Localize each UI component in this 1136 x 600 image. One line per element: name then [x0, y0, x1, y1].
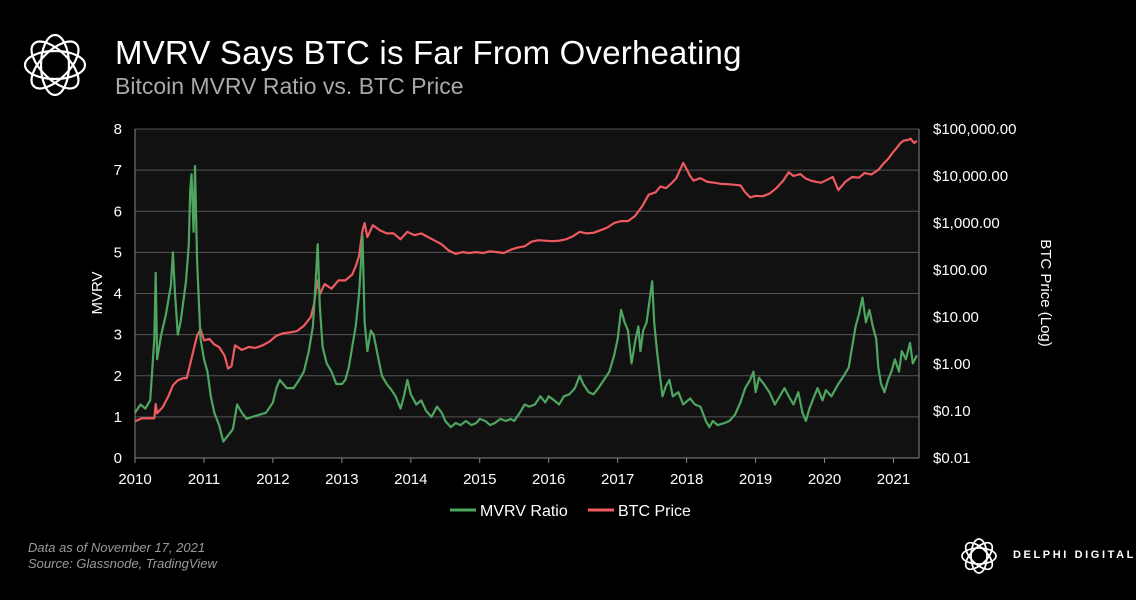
y-left-tick-label: 4	[114, 286, 122, 303]
x-tick-label: 2012	[256, 471, 289, 488]
brand-name: DELPHI DIGITAL	[1013, 549, 1136, 561]
y-right-tick-label: $100.00	[933, 262, 987, 279]
x-tick-label: 2010	[118, 471, 151, 488]
chart-subtitle: Bitcoin MVRV Ratio vs. BTC Price	[115, 73, 464, 99]
btc-price-line	[134, 137, 918, 423]
x-tick-label: 2019	[739, 471, 772, 488]
y-right-tick-label: $0.10	[933, 403, 971, 420]
x-tick-label: 2015	[463, 471, 496, 488]
chart-title: MVRV Says BTC is Far From Overheating	[115, 34, 742, 71]
y-right-tick-label: $100,000.00	[933, 121, 1016, 138]
y-left-tick-label: 3	[114, 327, 122, 344]
axes: 0 1 2 3 4 5 6 7 8 $0.01 $0.10 $1.00 $10.00 $100.00 $1,…	[114, 121, 1017, 488]
legend-label: MVRV Ratio	[480, 503, 568, 520]
y-left-tick-label: 1	[114, 409, 122, 426]
legend-label: BTC Price	[618, 503, 691, 520]
mvrv-ratio-line	[134, 164, 918, 443]
y-left-tick-label: 7	[114, 162, 122, 179]
x-tick-label: 2017	[601, 471, 634, 488]
y-left-tick-label: 2	[114, 368, 122, 385]
y-right-tick-label: $1.00	[933, 356, 971, 373]
x-tick-label: 2011	[188, 471, 220, 488]
y-right-tick-label: $0.01	[933, 450, 971, 467]
data-date-note: Data as of November 17, 2021	[28, 540, 206, 555]
delphi-digital-brand-icon	[961, 538, 997, 574]
delphi-digital-logo-icon	[23, 33, 87, 97]
y-right-tick-label: $10,000.00	[933, 168, 1008, 185]
x-tick-label: 2014	[394, 471, 427, 488]
y-left-tick-label: 5	[114, 244, 122, 261]
y-right-axis-label: BTC Price (Log)	[1037, 239, 1054, 347]
y-left-axis-label: MVRV	[89, 271, 106, 314]
y-right-tick-label: $1,000.00	[933, 215, 1000, 232]
y-left-tick-label: 0	[114, 450, 122, 467]
x-tick-label: 2013	[325, 471, 358, 488]
source-note: Source: Glassnode, TradingView	[28, 556, 217, 571]
x-tick-label: 2016	[532, 471, 565, 488]
x-tick-label: 2018	[670, 471, 703, 488]
y-right-tick-label: $10.00	[933, 309, 979, 326]
x-tick-label: 2021	[877, 471, 910, 488]
x-tick-label: 2020	[808, 471, 841, 488]
y-left-tick-label: 6	[114, 203, 122, 220]
series-lines	[134, 137, 918, 443]
legend: MVRV Ratio BTC Price	[450, 503, 691, 520]
y-left-tick-label: 8	[114, 121, 122, 138]
